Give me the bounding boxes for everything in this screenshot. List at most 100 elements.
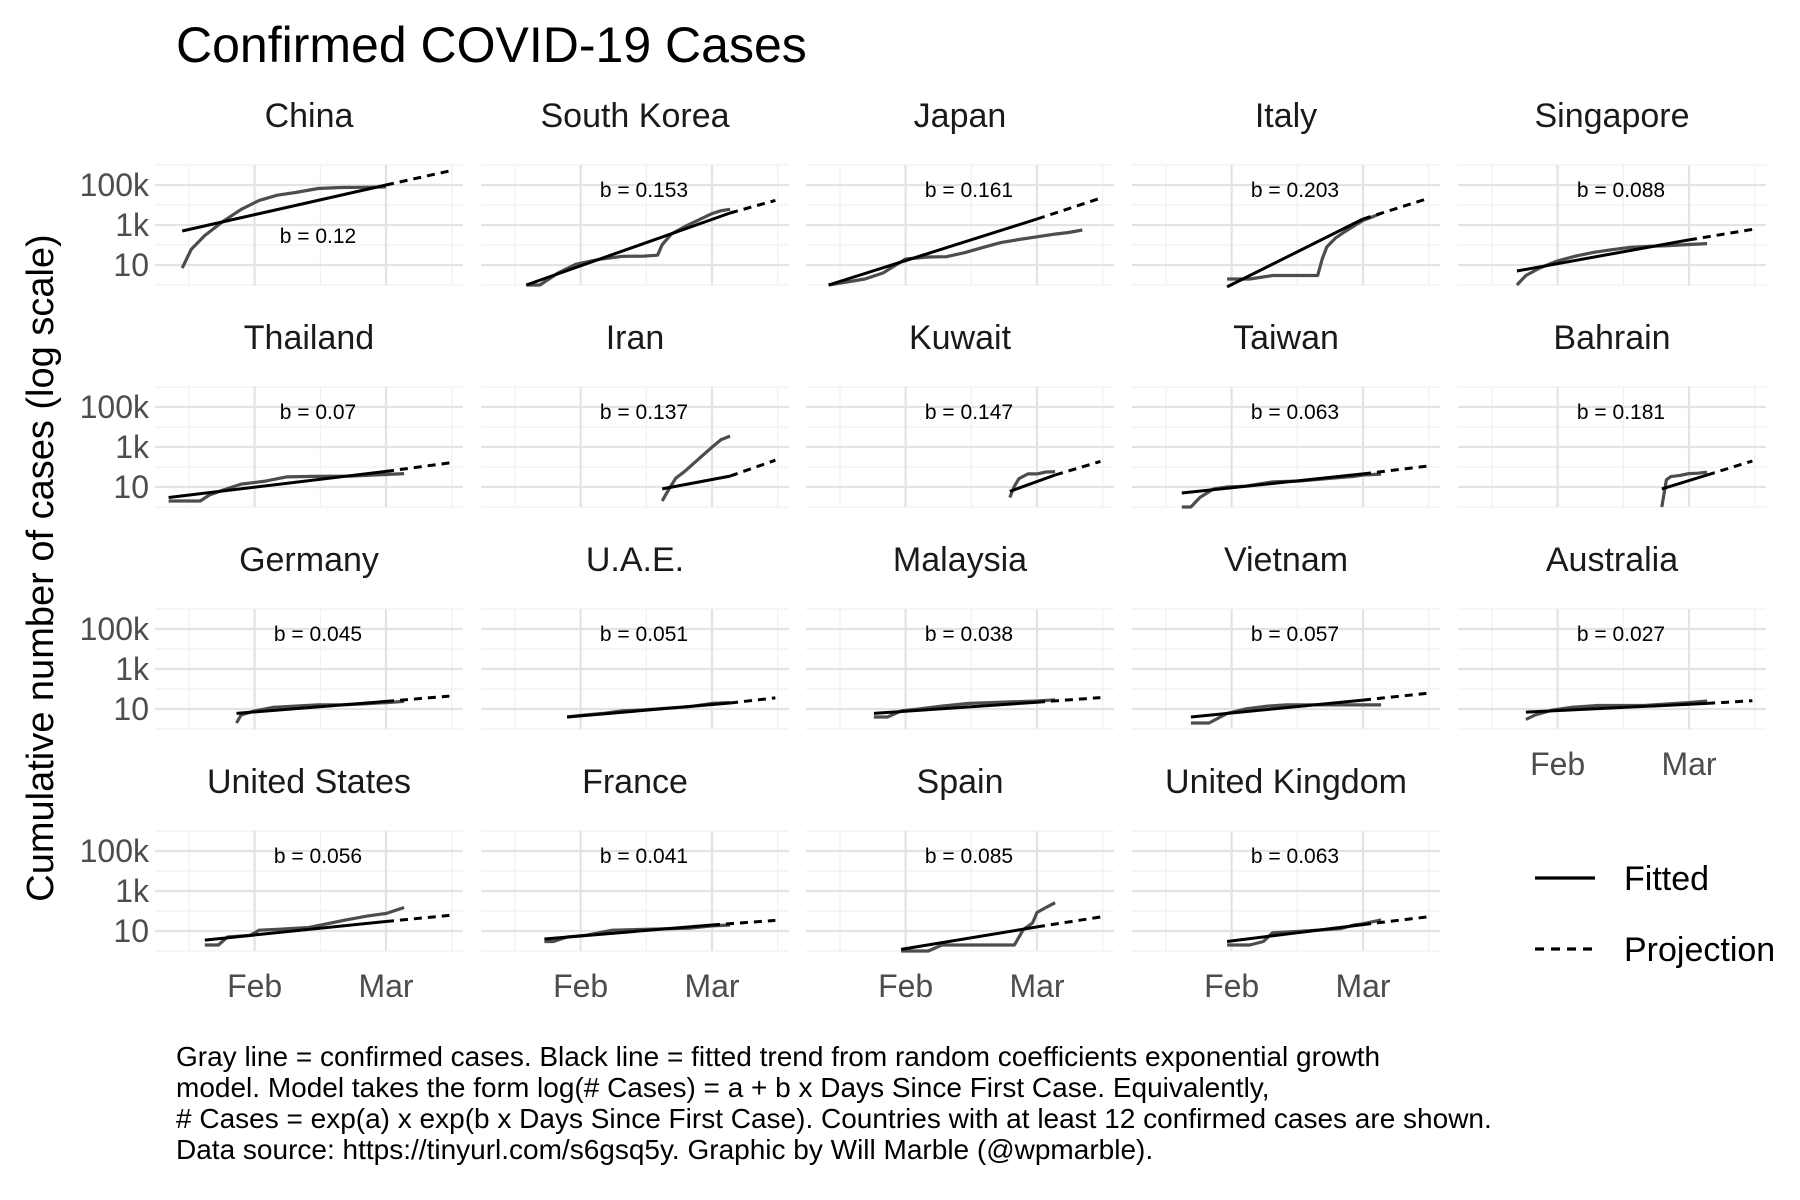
panel-south-korea: South Korea b = 0.153 bbox=[481, 97, 789, 287]
x-tick-label: Feb bbox=[1530, 746, 1585, 782]
b-coefficient-vietnam: b = 0.057 bbox=[1251, 623, 1339, 646]
x-tick-label: Mar bbox=[684, 968, 739, 1004]
x-tick-label: Feb bbox=[227, 968, 282, 1004]
confirmed-line-united-states bbox=[204, 905, 405, 947]
caption-line: Gray line = confirmed cases. Black line … bbox=[176, 1041, 1380, 1072]
fitted-line-kuwait bbox=[1009, 473, 1056, 493]
y-tick-label: 1k bbox=[115, 429, 150, 465]
y-axis-label: Cumulative number of cases (log scale) bbox=[20, 234, 62, 901]
b-coefficient-australia: b = 0.027 bbox=[1577, 623, 1665, 646]
fitted-line-united-kingdom bbox=[1226, 923, 1364, 943]
projection-line-u-a-e bbox=[729, 696, 776, 705]
panel-germany: Germany b = 0.045 bbox=[155, 541, 463, 730]
confirmed-line-australia bbox=[1525, 699, 1708, 721]
fitted-line-australia bbox=[1525, 701, 1708, 714]
panel-title-united-kingdom: United Kingdom bbox=[1165, 763, 1407, 801]
projection-line-japan bbox=[1036, 196, 1101, 221]
confirmed-line-japan bbox=[828, 228, 1083, 287]
b-coefficient-thailand: b = 0.07 bbox=[280, 401, 356, 424]
fitted-line-south-korea bbox=[525, 211, 731, 287]
projection-line-malaysia bbox=[1036, 696, 1101, 704]
fitted-line-germany bbox=[236, 699, 387, 715]
caption-line: # Cases = exp(a) x exp(b x Days Since Fi… bbox=[176, 1103, 1492, 1134]
panel-title-united-states: United States bbox=[207, 763, 411, 801]
fitted-line-united-states bbox=[204, 920, 387, 942]
projection-line-taiwan bbox=[1362, 464, 1427, 476]
y-tick-label: 100k bbox=[80, 167, 150, 203]
confirmed-line-singapore bbox=[1515, 242, 1708, 287]
panel-grid: China b = 0.12 10 1k 100k South Korea b = 0.15… bbox=[80, 97, 1766, 1004]
y-tick-label: 10 bbox=[113, 247, 149, 283]
panel-title-germany: Germany bbox=[239, 541, 379, 579]
x-tick-label: Feb bbox=[553, 968, 608, 1004]
fitted-line-vietnam bbox=[1190, 698, 1364, 719]
fitted-line-u-a-e bbox=[566, 701, 731, 719]
panel-title-vietnam: Vietnam bbox=[1224, 541, 1348, 579]
b-coefficient-taiwan: b = 0.063 bbox=[1251, 401, 1339, 424]
b-coefficient-italy: b = 0.203 bbox=[1251, 179, 1339, 202]
panel-title-bahrain: Bahrain bbox=[1553, 319, 1670, 357]
confirmed-line-china bbox=[180, 185, 387, 269]
fitted-line-china bbox=[181, 183, 387, 233]
caption: Gray line = confirmed cases. Black line … bbox=[176, 1041, 1492, 1165]
y-tick-label: 10 bbox=[113, 691, 149, 727]
panel-title-china: China bbox=[265, 97, 354, 135]
b-coefficient-malaysia: b = 0.038 bbox=[925, 623, 1013, 646]
confirmed-line-malaysia bbox=[873, 698, 1056, 719]
projection-line-united-states bbox=[385, 913, 450, 923]
x-tick-label: Feb bbox=[1204, 968, 1259, 1004]
y-tick-label: 100k bbox=[80, 833, 150, 869]
b-coefficient-japan: b = 0.161 bbox=[925, 179, 1013, 202]
y-tick-label: 1k bbox=[115, 651, 150, 687]
b-coefficient-france: b = 0.041 bbox=[600, 845, 688, 868]
panel-title-japan: Japan bbox=[914, 97, 1007, 135]
y-tick-label: 100k bbox=[80, 389, 150, 425]
y-tick-label: 1k bbox=[115, 207, 150, 243]
b-coefficient-south-korea: b = 0.153 bbox=[600, 179, 688, 202]
b-coefficient-bahrain: b = 0.181 bbox=[1577, 401, 1665, 424]
panel-title-malaysia: Malaysia bbox=[893, 541, 1027, 579]
panel-title-kuwait: Kuwait bbox=[909, 319, 1012, 357]
panel-australia: Australia b = 0.027 bbox=[1458, 541, 1766, 730]
panel-bahrain: Bahrain b = 0.181 bbox=[1458, 319, 1766, 508]
b-coefficient-kuwait: b = 0.147 bbox=[925, 401, 1013, 424]
y-tick-label: 1k bbox=[115, 873, 150, 909]
panel-title-singapore: Singapore bbox=[1534, 97, 1689, 135]
panel-malaysia: Malaysia b = 0.038 bbox=[806, 541, 1114, 730]
fitted-line-italy bbox=[1226, 217, 1364, 289]
fitted-line-taiwan bbox=[1181, 472, 1364, 495]
panel-title-france: France bbox=[582, 763, 688, 801]
fitted-line-singapore bbox=[1516, 238, 1690, 273]
panel-thailand: Thailand b = 0.07 bbox=[155, 319, 463, 508]
projection-line-china bbox=[385, 169, 450, 187]
x-tick-label: Mar bbox=[1661, 746, 1716, 782]
projection-line-south-korea bbox=[729, 198, 776, 215]
projection-line-bahrain bbox=[1706, 459, 1753, 477]
y-tick-label: 10 bbox=[113, 469, 149, 505]
b-coefficient-germany: b = 0.045 bbox=[274, 623, 362, 646]
legend: Fitted Projection bbox=[1535, 860, 1775, 969]
panel-title-spain: Spain bbox=[917, 763, 1004, 801]
projection-line-australia bbox=[1707, 699, 1753, 705]
panel-france: France b = 0.041 bbox=[481, 763, 789, 952]
y-tick-label: 10 bbox=[113, 913, 149, 949]
b-coefficient-united-states: b = 0.056 bbox=[274, 845, 362, 868]
panel-title-south-korea: South Korea bbox=[540, 97, 729, 135]
projection-line-italy bbox=[1362, 197, 1427, 221]
x-tick-label: Mar bbox=[358, 968, 413, 1004]
legend-label-projection: Projection bbox=[1624, 931, 1775, 969]
fitted-line-malaysia bbox=[873, 700, 1038, 715]
panel-title-thailand: Thailand bbox=[244, 319, 374, 357]
b-coefficient-spain: b = 0.085 bbox=[925, 845, 1013, 868]
projection-line-thailand bbox=[385, 461, 450, 473]
x-tick-label: Feb bbox=[878, 968, 933, 1004]
confirmed-line-kuwait bbox=[1008, 470, 1056, 499]
panel-united-kingdom: United Kingdom b = 0.063 bbox=[1132, 763, 1440, 952]
panel-kuwait: Kuwait b = 0.147 bbox=[806, 319, 1114, 508]
projection-line-united-kingdom bbox=[1362, 915, 1427, 927]
x-tick-label: Mar bbox=[1009, 968, 1064, 1004]
chart-title: Confirmed COVID-19 Cases bbox=[176, 17, 807, 73]
confirmed-line-iran bbox=[660, 434, 731, 502]
projection-line-spain bbox=[1036, 915, 1101, 929]
